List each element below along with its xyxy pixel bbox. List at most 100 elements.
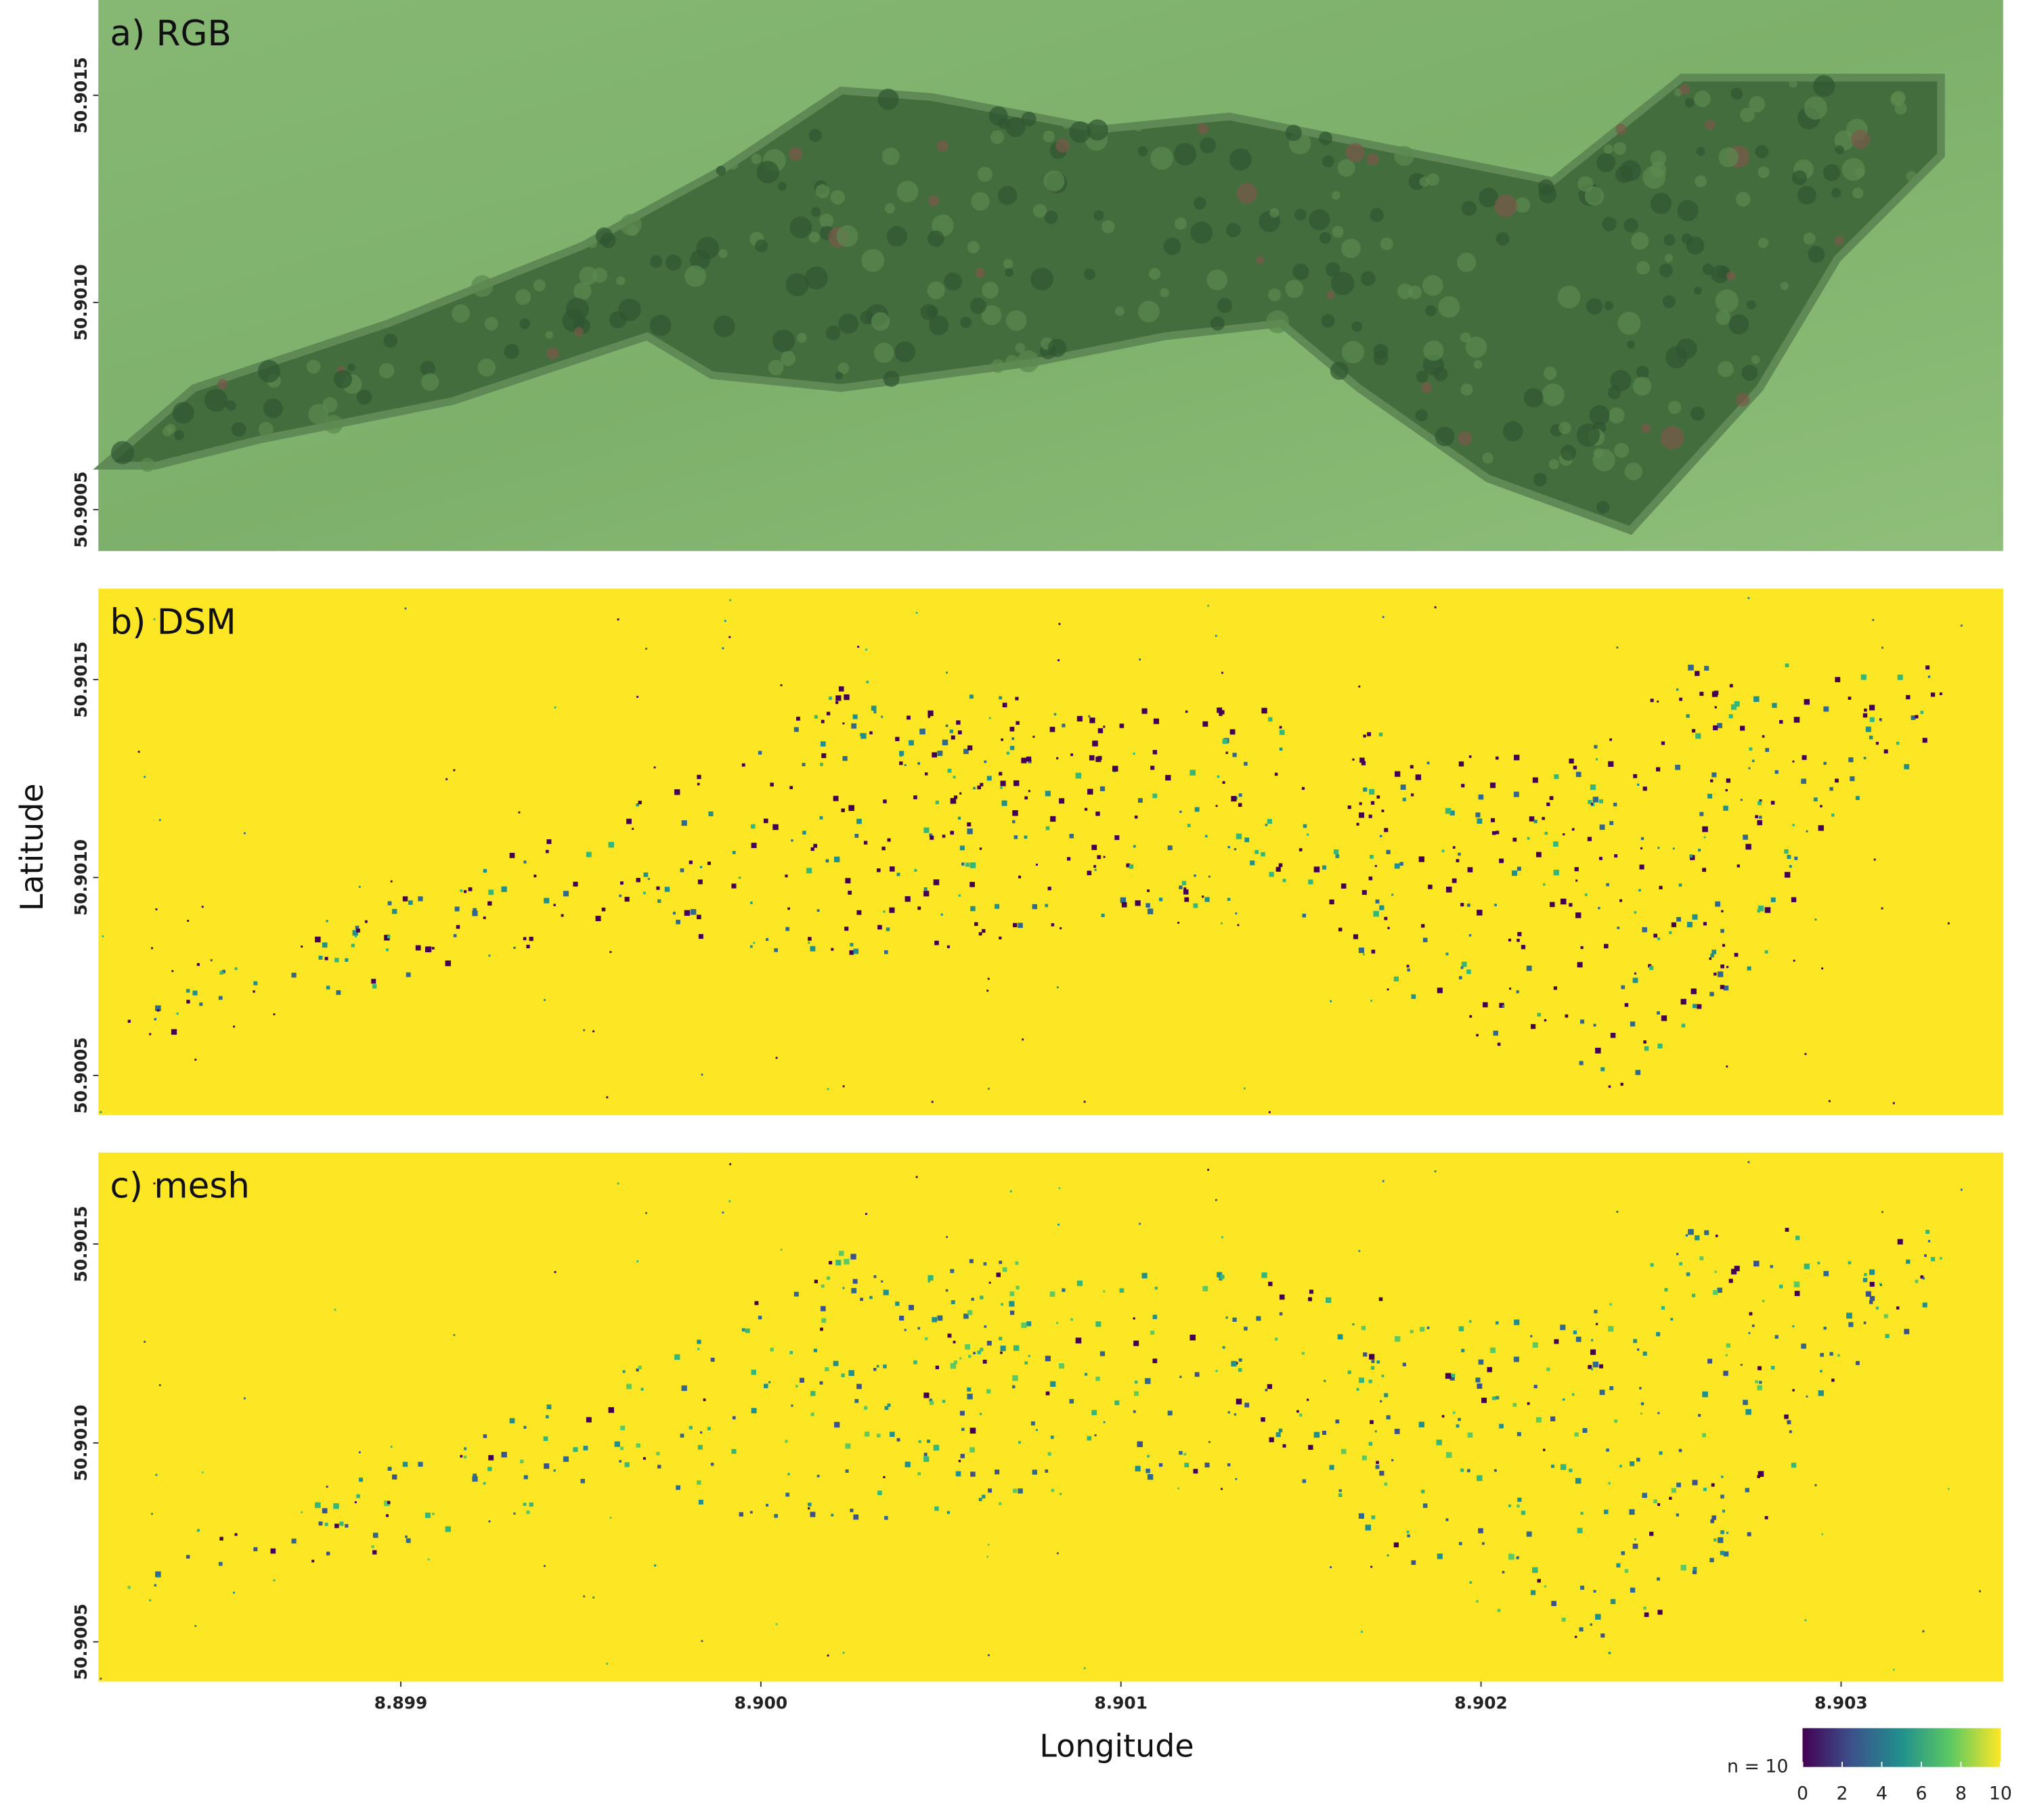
- pixel: [1514, 1319, 1520, 1325]
- canopy: [1173, 143, 1197, 166]
- pixel: [1517, 1497, 1522, 1502]
- canopy: [785, 273, 809, 296]
- pixel: [1634, 1538, 1636, 1540]
- pixel: [1335, 1419, 1340, 1424]
- pixel: [1517, 931, 1522, 937]
- pixel: [318, 956, 323, 960]
- pixel: [1092, 740, 1098, 747]
- canopy: [1397, 283, 1413, 300]
- pixel: [831, 1513, 834, 1517]
- pixel: [1925, 665, 1930, 670]
- pixel: [372, 984, 377, 989]
- pixel: [339, 1522, 344, 1526]
- pixel: [1590, 1349, 1596, 1355]
- canopy: [1021, 111, 1037, 127]
- pixel: [1495, 1321, 1499, 1325]
- canopy: [1705, 119, 1716, 131]
- pixel: [1013, 835, 1018, 839]
- pixel: [1303, 824, 1307, 828]
- pixel: [1640, 847, 1643, 849]
- pixel: [1709, 1557, 1714, 1563]
- pixel: [1452, 846, 1456, 849]
- pixel: [1497, 1609, 1501, 1612]
- pixel: [1686, 922, 1693, 928]
- pixel: [626, 1383, 632, 1390]
- pixel: [638, 800, 642, 805]
- canopy: [1667, 401, 1682, 414]
- canopy: [1373, 343, 1389, 359]
- pixel: [645, 1212, 647, 1214]
- pixel: [199, 1002, 203, 1006]
- pixel: [1036, 1429, 1038, 1431]
- pixel: [1699, 1256, 1704, 1261]
- canopy: [1906, 171, 1917, 182]
- pixel: [1338, 1489, 1342, 1492]
- canopy: [1749, 95, 1766, 112]
- pixel: [1609, 1303, 1612, 1306]
- pixel: [1749, 747, 1753, 751]
- pixel: [1013, 923, 1018, 928]
- pixel: [445, 778, 448, 780]
- pixel: [1703, 1487, 1707, 1492]
- pixel: [1599, 799, 1603, 803]
- canopy: [1083, 268, 1095, 280]
- raster: [98, 1152, 2003, 1682]
- pixel: [825, 1367, 829, 1372]
- pixel: [1088, 715, 1091, 717]
- pixel: [802, 763, 806, 767]
- pixel: [1363, 734, 1366, 738]
- canopy: [1747, 300, 1756, 309]
- pixel: [1714, 972, 1717, 976]
- pixel: [1656, 1332, 1661, 1337]
- pixel: [1634, 911, 1637, 914]
- pixel: [1571, 1393, 1575, 1396]
- pixel: [546, 839, 552, 844]
- pixel: [1762, 735, 1765, 738]
- pixel: [1001, 800, 1007, 806]
- pixel: [632, 828, 634, 830]
- canopy: [1808, 246, 1825, 263]
- pixel: [904, 896, 911, 902]
- pixel: [674, 1354, 680, 1360]
- pixel: [793, 727, 799, 732]
- pixel: [1194, 1372, 1200, 1377]
- pixel: [234, 1533, 238, 1536]
- canopy: [1133, 122, 1143, 132]
- pixel: [1748, 767, 1751, 770]
- pixel: [1491, 1396, 1496, 1400]
- pixel: [1021, 1323, 1027, 1329]
- pixel: [758, 751, 762, 755]
- pixel: [1794, 856, 1798, 860]
- pixel: [1723, 1551, 1729, 1557]
- canopy: [1269, 208, 1280, 218]
- pixel: [1112, 765, 1118, 772]
- pixel: [1789, 865, 1792, 868]
- pixel: [984, 1325, 987, 1328]
- pixel: [1059, 798, 1065, 804]
- pixel: [523, 937, 527, 941]
- pixel: [1134, 1380, 1138, 1384]
- pixel: [710, 1463, 714, 1466]
- canopy: [936, 140, 948, 152]
- pixel: [1517, 939, 1520, 942]
- pixel: [1393, 976, 1399, 982]
- pixel: [1009, 726, 1015, 732]
- pixel: [1702, 826, 1708, 833]
- pixel: [1358, 947, 1364, 954]
- pixel: [1134, 1391, 1139, 1396]
- pixel: [787, 1473, 790, 1475]
- canopy: [684, 265, 707, 287]
- pixel: [953, 776, 956, 779]
- canopy: [1044, 210, 1058, 225]
- pixel: [1619, 1465, 1623, 1468]
- pixel: [1911, 715, 1916, 720]
- pixel: [1475, 1377, 1481, 1383]
- pixel: [780, 684, 783, 686]
- pixel: [1047, 1452, 1051, 1456]
- pixel: [1599, 1364, 1603, 1369]
- pixel: [1051, 923, 1055, 927]
- pixel: [917, 1471, 921, 1475]
- canopy: [306, 359, 321, 374]
- pixel: [1434, 1170, 1437, 1173]
